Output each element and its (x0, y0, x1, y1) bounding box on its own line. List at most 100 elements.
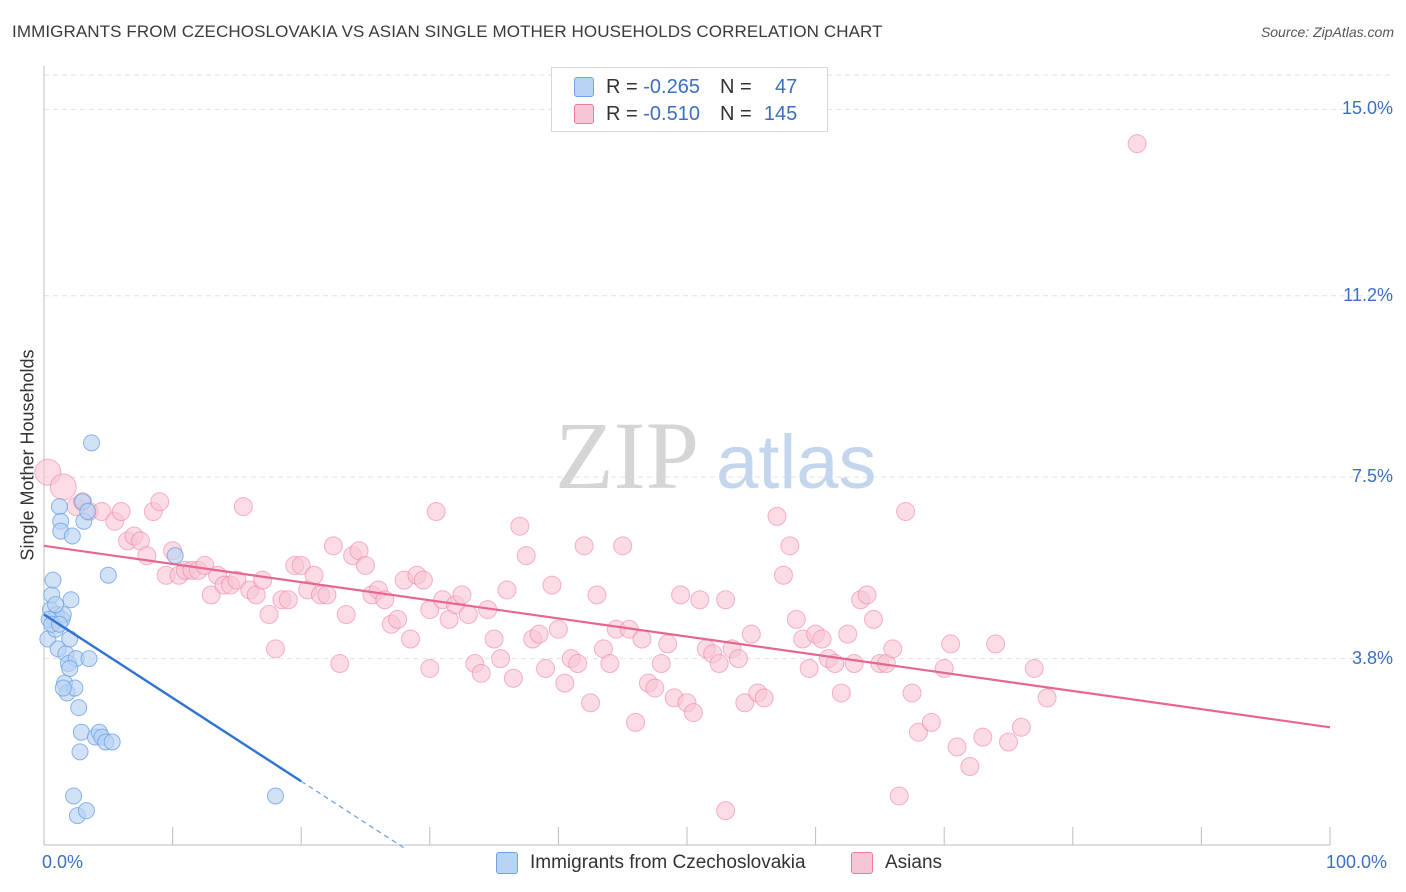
asians-point (896, 501, 916, 521)
czechoslovakia-point (71, 743, 89, 761)
asians-point (1127, 134, 1147, 154)
asians-point (986, 634, 1006, 654)
asians-point (728, 649, 748, 669)
asians-point (690, 590, 710, 610)
asians-point (323, 536, 343, 556)
legend-r-label: R = (606, 75, 644, 98)
grid-lines (44, 74, 1392, 660)
chart-title: IMMIGRANTS FROM CZECHOSLOVAKIA VS ASIAN … (12, 22, 883, 41)
asians-point (831, 683, 851, 703)
legend-swatch-blue (574, 77, 594, 97)
legend-n-value: 145 (763, 102, 798, 125)
asians-point (548, 619, 568, 639)
asians-point (1024, 658, 1044, 678)
asians-point (645, 678, 665, 698)
asians-point (889, 786, 909, 806)
asians-point (330, 654, 350, 674)
czechoslovakia-point (266, 787, 284, 805)
asians-point (754, 688, 774, 708)
czechoslovakia-point (70, 699, 88, 717)
asians-point (999, 732, 1018, 752)
asians-point (716, 801, 736, 821)
trend-lines (43, 544, 1331, 849)
asians-point (49, 473, 77, 501)
asians-point (947, 737, 967, 757)
asians-point (626, 712, 646, 732)
asians-point (581, 693, 601, 713)
legend-r-value: -0.265 (643, 75, 700, 98)
asians-point (259, 604, 279, 624)
source-label: Source: ZipAtlas.com (1260, 24, 1394, 40)
asians-point (1037, 688, 1057, 708)
bottom-legend-czechoslovakia[interactable]: Immigrants from Czechoslovakia (496, 852, 806, 874)
asians-point (491, 649, 511, 669)
asians-point (503, 668, 523, 688)
czechoslovakia-point (80, 650, 98, 668)
asians-point (227, 570, 247, 590)
y-tick-label: 7.5% (1351, 466, 1393, 487)
y-tick-label: 11.2% (1343, 284, 1393, 305)
czechoslovakia-point (166, 547, 184, 565)
czechoslovakia-point (44, 571, 62, 589)
correlation-legend: R = -0.265 N = 47 R = -0.510 N = 145 (551, 67, 828, 132)
asians-point (510, 516, 530, 536)
czechoslovakia-point (72, 723, 90, 741)
y-tick-label: 15.0% (1341, 98, 1393, 119)
bottom-legend-asians[interactable]: Asians (851, 852, 942, 874)
asians-point (767, 506, 787, 526)
asians-point (278, 590, 298, 610)
asians-point (973, 727, 993, 747)
legend-swatch-pink (851, 852, 873, 874)
asians-point (838, 624, 858, 644)
asians-point (401, 629, 421, 649)
asians-point (741, 624, 761, 644)
asians-point (265, 639, 285, 659)
x-tick-label-max: 100.0% (1326, 852, 1388, 872)
legend-n-label: N = (719, 75, 758, 98)
asians-point (291, 555, 311, 575)
asians-point (574, 536, 594, 556)
legend-r-label: R = (606, 102, 644, 125)
asians-point (516, 546, 536, 566)
asians-point (600, 654, 620, 674)
legend-row-czechoslovakia: R = -0.265 N = 47 (574, 74, 797, 100)
asians-point (471, 663, 491, 683)
asians-point (420, 658, 440, 678)
watermark: ZIP atlas (555, 402, 877, 509)
asians-point (716, 590, 736, 610)
asians-point (908, 722, 928, 742)
asians-point (773, 565, 793, 585)
asians-point (941, 634, 961, 654)
axes (43, 66, 1331, 846)
czechoslovakia-trend-extension (300, 780, 405, 849)
bottom-legend-label: Asians (885, 852, 943, 873)
asians-point (233, 497, 253, 517)
czechoslovakia-point (77, 802, 95, 820)
legend-row-asians: R = -0.510 N = 145 (574, 101, 797, 127)
czechoslovakia-point (83, 434, 101, 452)
bottom-legend-label: Immigrants from Czechoslovakia (530, 852, 806, 873)
asians-point (786, 609, 806, 629)
asians-point (336, 604, 356, 624)
asians-point (150, 492, 170, 512)
asians-point (812, 629, 832, 649)
asians-point (304, 565, 324, 585)
czechoslovakia-point (61, 659, 79, 677)
asians-point (844, 654, 864, 674)
asians-point (568, 654, 588, 674)
czechoslovakia-point (103, 733, 121, 751)
asians-point (863, 609, 883, 629)
czechoslovakia-point (99, 566, 117, 584)
czechoslovakia-point (54, 679, 72, 697)
asians-point (658, 634, 678, 654)
asians-point (799, 658, 819, 678)
y-tick-label: 3.8% (1351, 647, 1393, 668)
asians-point (587, 585, 607, 605)
x-tick-label-min: 0.0% (42, 852, 84, 872)
asians-point (632, 629, 652, 649)
asians-point (921, 712, 941, 732)
asians-point (671, 585, 691, 605)
legend-r-value: -0.510 (643, 102, 700, 125)
asians-point (317, 585, 337, 605)
